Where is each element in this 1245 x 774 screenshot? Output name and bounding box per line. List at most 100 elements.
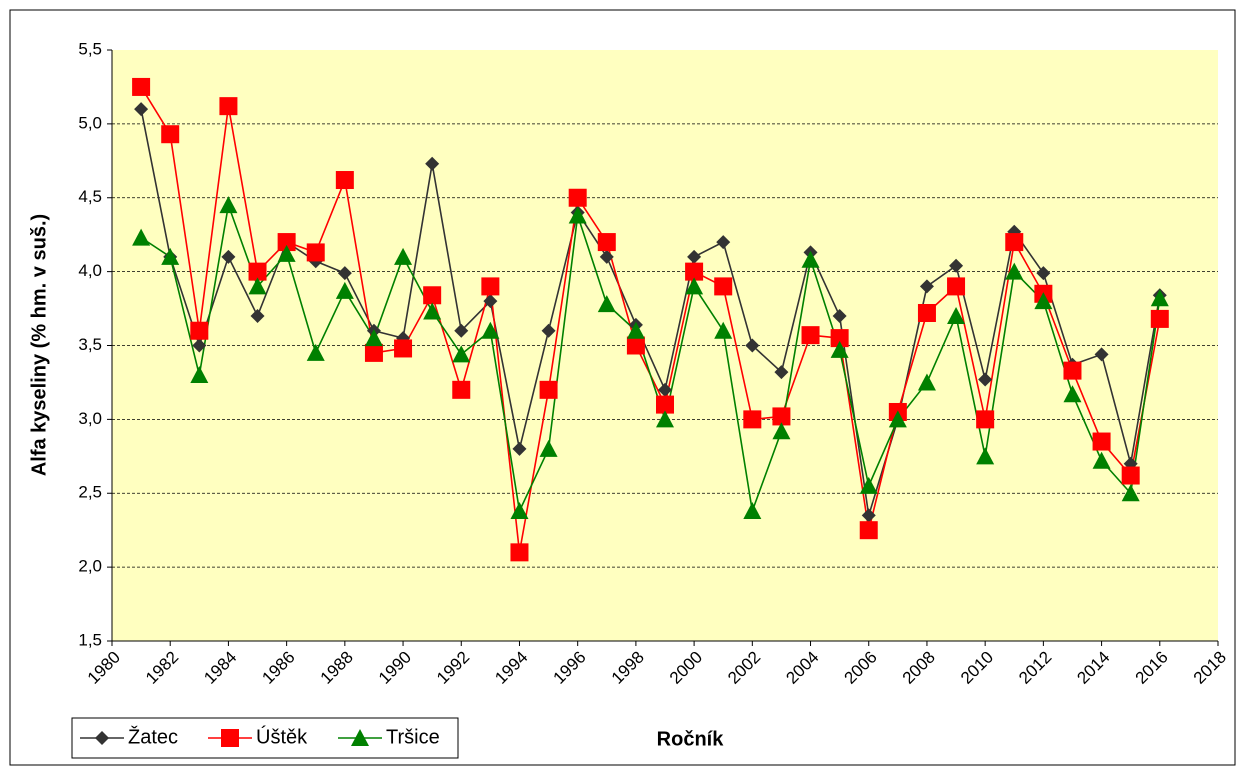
marker <box>772 422 791 440</box>
x-axis-label: Ročník <box>657 728 725 750</box>
marker <box>597 233 616 252</box>
y-tick-label: 3,5 <box>78 335 102 354</box>
marker <box>481 321 500 339</box>
marker <box>888 410 907 428</box>
marker <box>337 266 352 281</box>
marker <box>859 521 878 540</box>
marker <box>1063 361 1082 380</box>
y-tick-label: 4,0 <box>78 261 102 280</box>
marker <box>801 250 820 268</box>
marker <box>656 395 674 414</box>
marker <box>1121 466 1140 485</box>
marker <box>364 329 383 347</box>
marker <box>219 97 238 116</box>
marker <box>714 321 733 339</box>
marker <box>481 277 500 296</box>
marker <box>248 262 267 281</box>
marker <box>949 258 964 273</box>
marker <box>1150 289 1169 307</box>
marker <box>134 102 149 117</box>
marker <box>161 125 180 144</box>
marker <box>656 410 674 428</box>
legend-marker <box>221 729 239 747</box>
marker <box>1092 451 1111 469</box>
marker <box>687 249 702 264</box>
marker <box>801 326 820 345</box>
legend-label: Tršice <box>386 726 440 748</box>
marker <box>190 321 209 340</box>
marker <box>539 380 558 399</box>
marker <box>599 249 614 264</box>
marker <box>161 247 180 265</box>
marker <box>597 295 616 313</box>
marker <box>861 508 876 523</box>
marker <box>219 196 238 214</box>
marker <box>539 439 558 457</box>
legend-box <box>71 717 459 759</box>
marker <box>1121 484 1140 502</box>
marker <box>568 188 587 207</box>
marker <box>947 306 966 324</box>
marker <box>452 380 471 399</box>
marker <box>1005 262 1024 280</box>
marker <box>976 447 995 465</box>
marker <box>364 343 383 362</box>
marker <box>919 279 934 294</box>
marker <box>423 302 442 320</box>
marker <box>190 366 209 384</box>
marker <box>510 543 529 562</box>
marker <box>483 294 498 309</box>
marker <box>512 441 527 456</box>
marker <box>685 262 704 281</box>
marker <box>132 228 151 246</box>
marker <box>745 338 760 353</box>
marker <box>192 338 207 353</box>
marker <box>510 501 529 519</box>
marker <box>277 233 296 252</box>
marker <box>658 382 672 397</box>
marker <box>830 340 849 358</box>
y-tick-label: 3,0 <box>78 409 102 428</box>
y-tick-label: 4,5 <box>78 187 102 206</box>
marker <box>394 339 413 358</box>
marker <box>541 323 556 338</box>
marker <box>250 308 265 323</box>
marker <box>568 206 587 224</box>
marker <box>917 373 936 391</box>
marker <box>394 247 413 265</box>
marker <box>306 243 325 262</box>
marker <box>454 323 469 338</box>
legend-label: Úštěk <box>256 725 308 748</box>
marker <box>917 303 936 322</box>
marker <box>976 410 995 429</box>
y-tick-label: 2,5 <box>78 483 102 502</box>
marker <box>452 345 471 363</box>
marker <box>626 321 645 339</box>
marker <box>859 476 878 494</box>
marker <box>132 77 151 96</box>
marker <box>277 244 296 262</box>
marker <box>306 343 325 361</box>
y-tick-label: 5,0 <box>78 113 102 132</box>
marker <box>1005 233 1024 252</box>
marker <box>248 277 267 295</box>
marker <box>685 277 704 295</box>
marker <box>743 410 762 429</box>
marker <box>832 308 847 323</box>
marker <box>626 336 645 355</box>
y-tick-label: 1,5 <box>78 630 102 649</box>
marker <box>743 501 762 519</box>
marker <box>716 235 731 250</box>
marker <box>1063 385 1082 403</box>
marker <box>830 329 849 348</box>
marker <box>1092 432 1111 451</box>
marker <box>714 277 733 296</box>
marker <box>978 372 993 387</box>
marker <box>1036 266 1051 281</box>
legend-label: Žatec <box>128 725 178 748</box>
marker <box>425 156 440 171</box>
marker <box>1150 309 1169 328</box>
y-tick-label: 5,5 <box>78 39 102 58</box>
marker <box>423 286 442 305</box>
marker <box>1034 292 1053 310</box>
